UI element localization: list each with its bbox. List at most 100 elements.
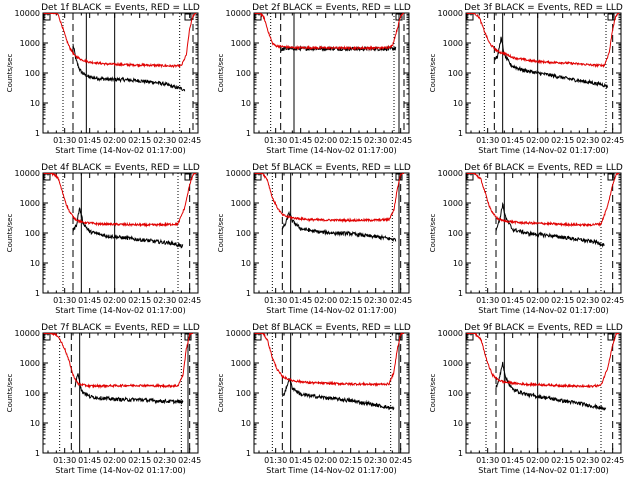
x-axis-label: Start Time (14-Nov-02 01:17:00): [55, 466, 185, 475]
x-tick-label: 02:45: [601, 296, 624, 305]
y-tick-label: 100: [448, 389, 463, 398]
x-tick-label: 02:45: [389, 456, 412, 465]
y-tick-label: 100: [448, 229, 463, 238]
y-tick-label: 10: [30, 99, 40, 108]
x-tick-label: 01:45: [501, 456, 524, 465]
x-tick-label: 02:45: [601, 456, 624, 465]
x-tick-label: 02:30: [364, 296, 387, 305]
x-tick-label: 01:45: [501, 296, 524, 305]
lld-series-line: [466, 172, 620, 228]
chart-panel-5: Det 5f BLACK = Events, RED = LLD 1 10 100 10…: [217, 163, 412, 315]
x-tick-label: 01:30: [53, 456, 76, 465]
chart-title: Det 5f BLACK = Events, RED = LLD: [252, 163, 411, 173]
x-tick-label: 02:00: [103, 456, 126, 465]
lld-series-line: [254, 12, 404, 51]
y-tick-label: 10: [241, 99, 251, 108]
plot-frame: [253, 12, 410, 134]
x-tick-label: 01:30: [53, 296, 76, 305]
y-tick-label: 10000: [15, 329, 40, 338]
y-tick-label: 10: [30, 259, 40, 268]
x-tick-label: 02:00: [314, 456, 337, 465]
chart-panel-7: Det 7f BLACK = Events, RED = LLD 1 10 100 10…: [6, 323, 201, 475]
x-tick-label: 01:30: [476, 136, 499, 145]
x-tick-label: 02:30: [576, 456, 599, 465]
plot-frame: [42, 332, 199, 454]
x-tick-label: 02:15: [551, 296, 574, 305]
y-tick-label: 1000: [20, 359, 40, 368]
x-axis-label: Start Time (14-Nov-02 01:17:00): [55, 306, 185, 315]
x-tick-label: 02:30: [364, 136, 387, 145]
events-series-line: [72, 206, 184, 249]
x-tick-label: 01:45: [289, 456, 312, 465]
y-tick-label: 100: [25, 229, 40, 238]
chart-title: Det 1f BLACK = Events, RED = LLD: [41, 3, 200, 13]
x-tick-label: 01:30: [264, 296, 287, 305]
y-axis-label: Counts/sec: [217, 214, 225, 253]
y-tick-label: 10: [30, 419, 40, 428]
chart-panel-6: Det 6f BLACK = Events, RED = LLD 1 10 100 10…: [429, 163, 624, 315]
x-tick-label: 02:45: [178, 456, 201, 465]
y-tick-label: 10000: [438, 329, 463, 338]
x-tick-label: 02:00: [314, 296, 337, 305]
y-axis-label: Counts/sec: [217, 374, 225, 413]
x-axis-label: Start Time (14-Nov-02 01:17:00): [478, 306, 608, 315]
y-tick-label: 1000: [231, 359, 251, 368]
chart-title: Det 7f BLACK = Events, RED = LLD: [41, 323, 200, 333]
events-series-line: [493, 36, 609, 90]
x-tick-label: 02:15: [339, 136, 362, 145]
x-tick-label: 01:30: [264, 136, 287, 145]
x-tick-label: 01:45: [78, 456, 101, 465]
y-tick-label: 1000: [443, 199, 463, 208]
x-tick-label: 02:15: [551, 136, 574, 145]
chart-title: Det 2f BLACK = Events, RED = LLD: [252, 3, 411, 13]
y-tick-label: 100: [25, 389, 40, 398]
lld-series-line: [43, 332, 193, 389]
x-tick-label: 02:00: [526, 136, 549, 145]
y-axis-label: Counts/sec: [429, 54, 437, 93]
events-series-line: [281, 210, 397, 243]
y-tick-label: 1000: [20, 39, 40, 48]
x-tick-label: 02:15: [128, 456, 151, 465]
x-axis-label: Start Time (14-Nov-02 01:17:00): [478, 466, 608, 475]
x-axis-label: Start Time (14-Nov-02 01:17:00): [266, 466, 396, 475]
x-tick-label: 02:00: [314, 136, 337, 145]
chart-title: Det 9f BLACK = Events, RED = LLD: [464, 323, 623, 333]
y-axis-label: Counts/sec: [6, 214, 14, 253]
y-tick-label: 1: [35, 289, 40, 298]
y-tick-label: 1000: [231, 39, 251, 48]
plot-frame: [42, 12, 199, 134]
y-axis-label: Counts/sec: [429, 214, 437, 253]
y-tick-label: 1: [458, 129, 463, 138]
y-tick-label: 10000: [15, 169, 40, 178]
x-tick-label: 02:30: [153, 296, 176, 305]
x-tick-label: 02:30: [576, 136, 599, 145]
y-tick-label: 1: [246, 289, 251, 298]
plot-frame: [253, 332, 410, 454]
y-tick-label: 100: [236, 69, 251, 78]
x-tick-label: 02:45: [601, 136, 624, 145]
chart-panel-8: Det 8f BLACK = Events, RED = LLD 1 10 100 10…: [217, 323, 412, 475]
x-tick-label: 01:30: [476, 456, 499, 465]
events-series-line: [495, 361, 607, 411]
x-tick-label: 01:30: [53, 136, 76, 145]
y-tick-label: 100: [236, 229, 251, 238]
x-tick-label: 02:00: [103, 136, 126, 145]
plot-frame: [465, 172, 622, 294]
lld-series-line: [254, 173, 404, 224]
chart-title: Det 8f BLACK = Events, RED = LLD: [252, 323, 411, 333]
x-tick-label: 02:45: [389, 136, 412, 145]
x-tick-label: 02:00: [526, 296, 549, 305]
y-tick-label: 10: [241, 419, 251, 428]
corner-marker-box: [184, 173, 192, 181]
y-tick-label: 1: [246, 129, 251, 138]
y-tick-label: 100: [448, 69, 463, 78]
plot-frame: [465, 332, 622, 454]
y-tick-label: 100: [25, 69, 40, 78]
x-axis-label: Start Time (14-Nov-02 01:17:00): [478, 146, 608, 155]
chart-panel-2: Det 2f BLACK = Events, RED = LLD 1 10 100 10…: [217, 3, 412, 155]
y-tick-label: 10000: [226, 329, 251, 338]
chart-panel-4: Det 4f BLACK = Events, RED = LLD 1 10 100 10…: [6, 163, 201, 315]
chart-title: Det 3f BLACK = Events, RED = LLD: [464, 3, 623, 13]
lld-series-line: [43, 13, 197, 69]
y-axis-label: Counts/sec: [6, 54, 14, 93]
